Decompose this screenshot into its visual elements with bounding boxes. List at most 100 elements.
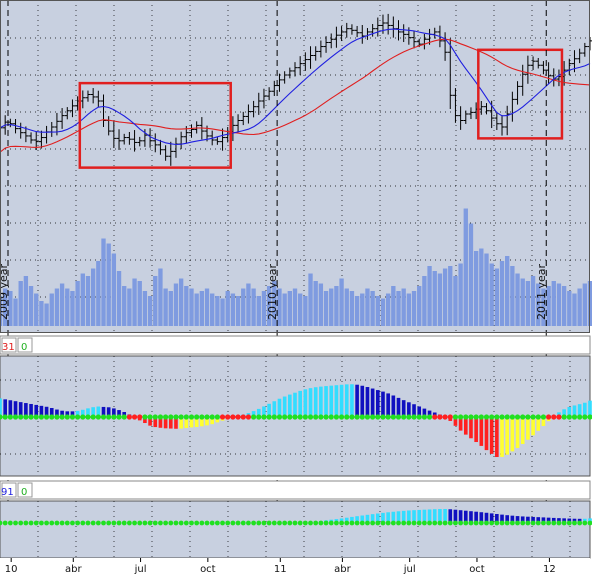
- volume-bar: [438, 274, 442, 327]
- indicator1-dot: [448, 414, 453, 419]
- indicator2-dot: [282, 521, 287, 526]
- indicator2-dot: [525, 521, 530, 526]
- volume-bar: [107, 244, 111, 327]
- indicator2-dot: [432, 521, 437, 526]
- indicator1-dot: [96, 414, 101, 419]
- indicator1-bar: [521, 417, 525, 444]
- volume-bar: [127, 289, 131, 327]
- volume-bar: [355, 296, 359, 326]
- indicator1-dot: [127, 414, 132, 419]
- indicator1-dot: [13, 414, 18, 419]
- volume-bar: [334, 286, 338, 326]
- indicator1-dot: [365, 414, 370, 419]
- indicator2-dot: [194, 521, 199, 526]
- volume-bar: [324, 291, 328, 326]
- volume-bar: [158, 269, 162, 327]
- indicator1-dot: [536, 414, 541, 419]
- indicator2-dot: [298, 521, 303, 526]
- indicator1-dot: [220, 414, 225, 419]
- volume-bar: [241, 289, 245, 327]
- indicator2-dot: [329, 521, 334, 526]
- indicator1-dot: [225, 414, 230, 419]
- volume-bar: [194, 294, 198, 327]
- indicator2-dot: [55, 521, 60, 526]
- volume-bar: [226, 291, 230, 326]
- indicator1-dot: [8, 414, 13, 419]
- volume-bar: [469, 224, 473, 327]
- indicator2-panel-background: [0, 501, 590, 558]
- indicator1-bar: [350, 384, 354, 417]
- volume-bar: [163, 289, 167, 327]
- indicator2-dot: [49, 521, 54, 526]
- indicator1-dot: [551, 414, 556, 419]
- indicator1-dot: [474, 414, 479, 419]
- volume-bar: [381, 299, 385, 327]
- indicator1-dot: [54, 414, 59, 419]
- indicator1-dot: [567, 414, 572, 419]
- indicator1-dot: [282, 414, 287, 419]
- year-label: 2011 year: [535, 263, 548, 320]
- volume-bar: [50, 294, 54, 327]
- indicator2-dot: [70, 521, 75, 526]
- indicator2-dot: [417, 521, 422, 526]
- indicator1-dot: [189, 414, 194, 419]
- indicator1-bar: [397, 398, 401, 417]
- indicator2-dot: [438, 521, 443, 526]
- indicator2-dot: [582, 521, 587, 526]
- indicator1-dot: [334, 414, 339, 419]
- indicator1-bar: [309, 388, 313, 417]
- indicator1-dot: [137, 414, 142, 419]
- indicator1-dot: [360, 414, 365, 419]
- volume-bar: [60, 284, 64, 327]
- indicator1-dot: [85, 414, 90, 419]
- indicator2-dot: [246, 521, 251, 526]
- indicator1-bar: [0, 398, 2, 417]
- volume-bar: [427, 266, 431, 326]
- indicator2-dot: [494, 521, 499, 526]
- volume-bar: [215, 296, 219, 326]
- volume-bar: [210, 294, 214, 327]
- indicator2-dot: [225, 521, 230, 526]
- indicator1-bar: [474, 417, 478, 442]
- indicator1-dot: [541, 414, 546, 419]
- indicator1-dot: [391, 414, 396, 419]
- volume-bar: [417, 286, 421, 326]
- volume-bar: [91, 269, 95, 327]
- indicator1-dot: [173, 414, 178, 419]
- indicator2-dot: [469, 521, 474, 526]
- volume-bar: [464, 209, 468, 327]
- volume-bar: [412, 291, 416, 326]
- volume-bar: [138, 281, 142, 326]
- indicator2-dot: [489, 521, 494, 526]
- indicator1-dot: [303, 414, 308, 419]
- indicator1-dot: [582, 414, 587, 419]
- indicator2-dot: [551, 521, 556, 526]
- indicator2-dot: [179, 521, 184, 526]
- indicator1-dot: [308, 414, 313, 419]
- indicator2-dot: [350, 521, 355, 526]
- indicator1-dot: [194, 414, 199, 419]
- year-label: 2009 year: [0, 263, 10, 320]
- indicator2-dot: [137, 521, 142, 526]
- volume-bar: [484, 254, 488, 327]
- indicator1-zero-dots: [0, 414, 592, 419]
- volume-bar: [44, 304, 48, 327]
- indicator2-dot: [463, 521, 468, 526]
- indicator1-dot: [468, 414, 473, 419]
- volume-bar: [474, 251, 478, 326]
- indicator1-bar: [480, 417, 484, 446]
- x-axis-tick-label: abr: [334, 564, 351, 575]
- volume-bar: [407, 294, 411, 327]
- indicator1-dot: [546, 414, 551, 419]
- indicator2-dot: [39, 521, 44, 526]
- indicator1-dot: [396, 414, 401, 419]
- indicator1-dot: [499, 414, 504, 419]
- volume-bar: [101, 239, 105, 327]
- volume-bar: [298, 294, 302, 327]
- volume-bar: [350, 291, 354, 326]
- volume-bar: [200, 291, 204, 326]
- indicator1-dot: [355, 414, 360, 419]
- indicator2-dot: [520, 521, 525, 526]
- indicator2-dot: [60, 521, 65, 526]
